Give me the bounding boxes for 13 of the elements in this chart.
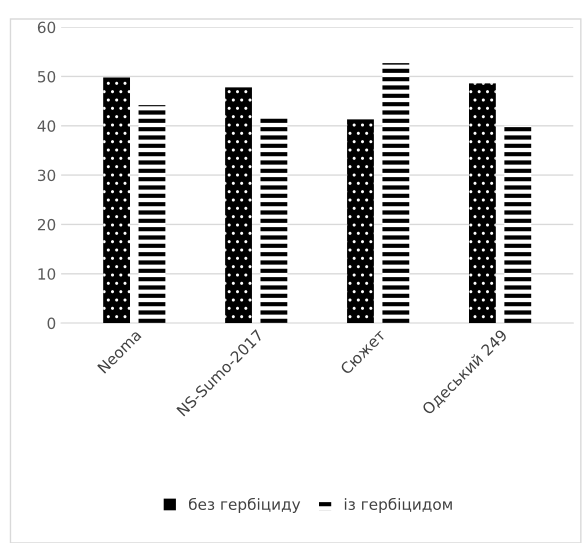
bar — [504, 126, 532, 324]
y-tick-label: 30 — [38, 170, 56, 182]
y-tick-label: 0 — [48, 318, 56, 330]
bar — [260, 116, 288, 324]
bar — [138, 105, 166, 324]
bar — [382, 63, 410, 324]
y-tick-label: 40 — [38, 120, 56, 132]
legend-label: із гербіцидом — [344, 498, 452, 513]
y-tick-label: 50 — [38, 70, 56, 82]
y-tick-label: 10 — [38, 268, 56, 280]
y-tick-label: 20 — [38, 218, 56, 230]
y-tick-label: 60 — [38, 22, 56, 34]
legend-label: без гербіциду — [188, 498, 300, 513]
